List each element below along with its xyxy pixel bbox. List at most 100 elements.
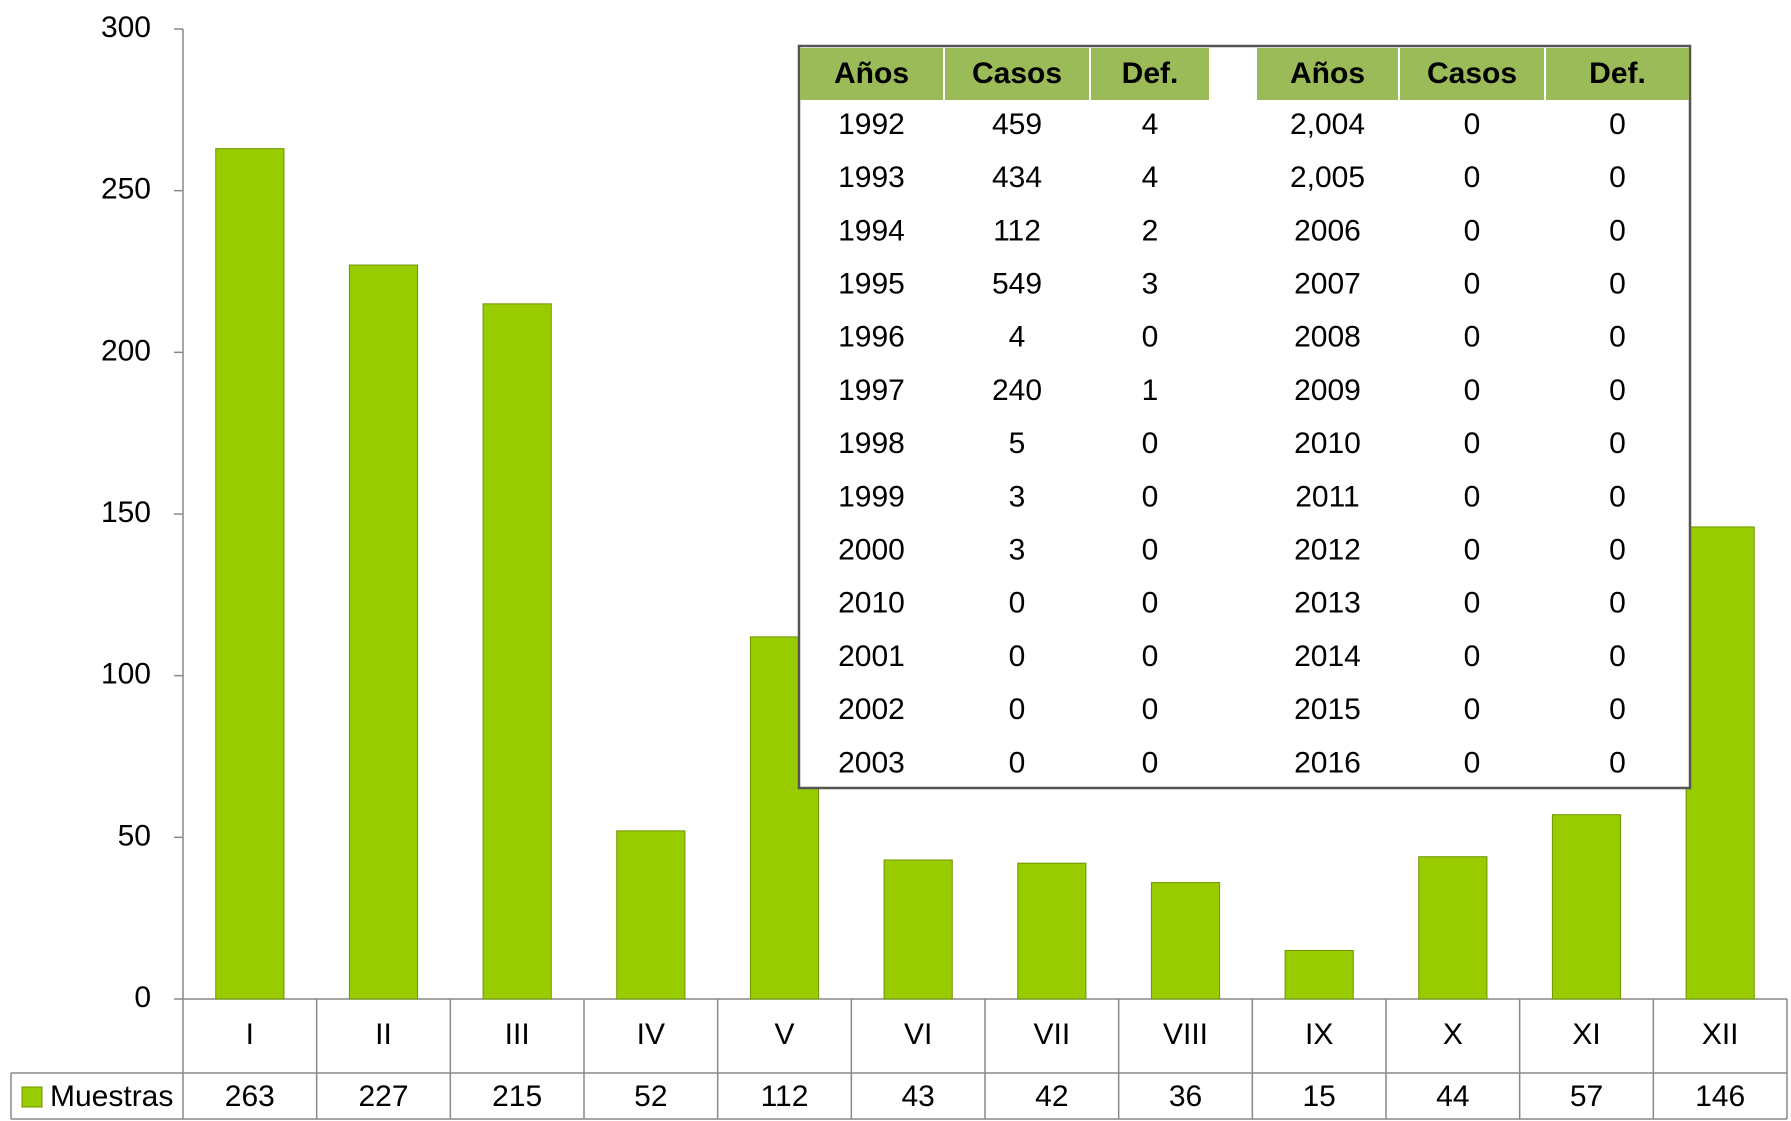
legend-label: Muestras bbox=[50, 1080, 173, 1113]
table-cell: 5 bbox=[1009, 427, 1026, 460]
table-cell: 0 bbox=[1464, 587, 1481, 620]
table-cell: 2000 bbox=[838, 534, 905, 567]
table-cell: 0 bbox=[1142, 427, 1159, 460]
table-cell: 0 bbox=[1464, 427, 1481, 460]
bar bbox=[1150, 882, 1221, 1000]
table-cell: 0 bbox=[1609, 321, 1626, 354]
table-cell: 434 bbox=[992, 161, 1042, 194]
table-cell: 3 bbox=[1142, 268, 1159, 301]
table-value: 146 bbox=[1695, 1080, 1745, 1113]
bar bbox=[616, 830, 686, 1000]
table-cell: 3 bbox=[1009, 534, 1026, 567]
x-tick-label: XII bbox=[1702, 1018, 1739, 1051]
x-tick-label: VII bbox=[1033, 1018, 1070, 1051]
x-tick-label: II bbox=[375, 1018, 392, 1051]
table-cell: 0 bbox=[1464, 534, 1481, 567]
table-cell: 4 bbox=[1009, 321, 1026, 354]
table-cell: 0 bbox=[1009, 640, 1026, 673]
table-cell: 0 bbox=[1142, 640, 1159, 673]
table-cell: 1997 bbox=[838, 374, 905, 407]
table-cell: 2008 bbox=[1294, 321, 1361, 354]
header-cell bbox=[945, 48, 1089, 100]
header-text: Años bbox=[834, 57, 909, 90]
header-cell bbox=[1546, 48, 1689, 100]
table-cell: 0 bbox=[1609, 746, 1626, 779]
table-value: 227 bbox=[358, 1080, 408, 1113]
table-cell: 1994 bbox=[838, 214, 905, 247]
table-value: 15 bbox=[1302, 1080, 1335, 1113]
table-cell: 0 bbox=[1464, 214, 1481, 247]
table-cell: 0 bbox=[1009, 693, 1026, 726]
table-cell: 0 bbox=[1464, 321, 1481, 354]
table-cell: 4 bbox=[1142, 108, 1159, 141]
table-value: 43 bbox=[901, 1080, 934, 1113]
table-cell: 0 bbox=[1609, 214, 1626, 247]
y-tick-label: 200 bbox=[101, 334, 151, 367]
table-cell: 0 bbox=[1142, 587, 1159, 620]
table-cell: 2012 bbox=[1294, 534, 1361, 567]
table-value: 112 bbox=[761, 1080, 809, 1113]
table-cell: 0 bbox=[1464, 161, 1481, 194]
table-value: 263 bbox=[225, 1080, 275, 1113]
x-tick-label: X bbox=[1443, 1018, 1463, 1051]
bar bbox=[883, 859, 953, 1000]
bar bbox=[1017, 862, 1087, 1000]
x-tick-label: XI bbox=[1572, 1018, 1600, 1051]
header-cell bbox=[1257, 48, 1398, 100]
table-cell: 1999 bbox=[838, 480, 905, 513]
x-tick-label: IX bbox=[1305, 1018, 1333, 1051]
y-tick-label: 50 bbox=[118, 819, 151, 852]
header-text: Casos bbox=[972, 57, 1062, 90]
table-cell: 2002 bbox=[838, 693, 905, 726]
table-cell: 549 bbox=[992, 268, 1042, 301]
bar bbox=[1551, 814, 1622, 1000]
header-text: Casos bbox=[1427, 57, 1517, 90]
x-tick-label: VIII bbox=[1163, 1018, 1208, 1051]
table-cell: 240 bbox=[992, 374, 1042, 407]
x-tick-label: IV bbox=[637, 1018, 665, 1051]
y-tick-label: 0 bbox=[134, 981, 151, 1014]
table-cell: 2009 bbox=[1294, 374, 1361, 407]
table-cell: 0 bbox=[1142, 534, 1159, 567]
header-cell bbox=[1400, 48, 1544, 100]
table-value: 44 bbox=[1436, 1080, 1469, 1113]
table-value: 42 bbox=[1035, 1080, 1068, 1113]
bar bbox=[1418, 856, 1488, 1000]
bar bbox=[348, 264, 419, 1000]
table-cell: 2014 bbox=[1294, 640, 1361, 673]
table-cell: 2015 bbox=[1294, 693, 1361, 726]
table-cell: 0 bbox=[1464, 693, 1481, 726]
table-cell: 0 bbox=[1609, 640, 1626, 673]
table-cell: 2007 bbox=[1294, 268, 1361, 301]
table-value: 215 bbox=[492, 1080, 542, 1113]
table-cell: 0 bbox=[1609, 587, 1626, 620]
header-cell bbox=[1091, 48, 1209, 100]
table-cell: 2010 bbox=[1294, 427, 1361, 460]
table-cell: 0 bbox=[1009, 746, 1026, 779]
table-cell: 2003 bbox=[838, 746, 905, 779]
table-cell: 0 bbox=[1464, 480, 1481, 513]
y-tick-label: 250 bbox=[101, 173, 151, 206]
legend-swatch bbox=[21, 1086, 43, 1108]
bar bbox=[1685, 526, 1755, 1000]
y-tick-label: 100 bbox=[101, 658, 151, 691]
y-tick-label: 300 bbox=[101, 11, 151, 44]
table-value: 57 bbox=[1570, 1080, 1603, 1113]
table-cell: 1992 bbox=[838, 108, 905, 141]
table-cell: 2010 bbox=[838, 587, 905, 620]
table-cell: 1998 bbox=[838, 427, 905, 460]
table-cell: 2,004 bbox=[1290, 108, 1365, 141]
table-cell: 0 bbox=[1609, 161, 1626, 194]
table-value: 52 bbox=[634, 1080, 667, 1113]
table-cell: 2,005 bbox=[1290, 161, 1365, 194]
bar bbox=[1284, 950, 1354, 1000]
header-text: Def. bbox=[1589, 57, 1646, 90]
x-tick-label: I bbox=[246, 1018, 254, 1051]
table-cell: 4 bbox=[1142, 161, 1159, 194]
table-cell: 2013 bbox=[1294, 587, 1361, 620]
table-value: 36 bbox=[1169, 1080, 1202, 1113]
table-cell: 0 bbox=[1142, 746, 1159, 779]
table-cell: 1993 bbox=[838, 161, 905, 194]
x-tick-label: V bbox=[774, 1018, 794, 1051]
